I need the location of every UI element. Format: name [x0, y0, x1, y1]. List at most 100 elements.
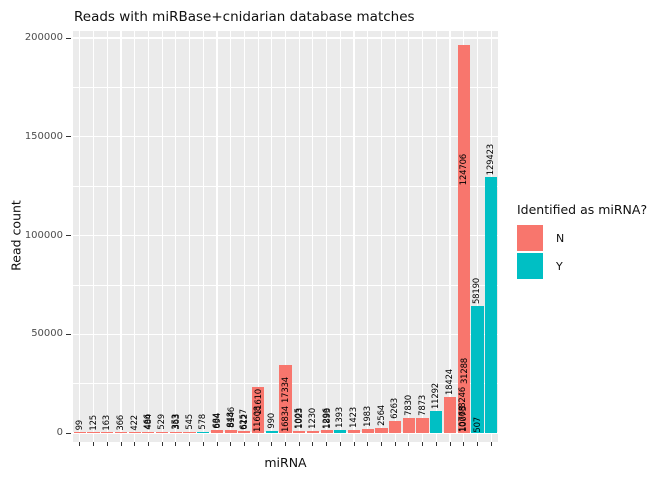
- x-tick: [257, 442, 259, 446]
- bar-value-label: 99: [74, 419, 85, 431]
- bar-n-1296: [320, 430, 333, 433]
- bar-value-label: 422: [129, 414, 140, 431]
- x-gridline: [312, 31, 314, 442]
- x-tick: [463, 442, 465, 446]
- bar-value-label: 8146: [226, 407, 237, 428]
- x-tick: [394, 442, 396, 446]
- x-gridline: [367, 31, 369, 442]
- bar-n-848: [224, 430, 237, 433]
- x-gridline: [243, 31, 245, 442]
- bar-value-label: 612: [240, 413, 251, 430]
- y-gridline-major: [73, 234, 498, 237]
- x-tick: [408, 442, 410, 446]
- y-tick-label: 100000: [24, 229, 63, 241]
- bar-y-11292: [430, 410, 443, 433]
- bar-value-label: 694: [212, 412, 223, 429]
- y-gridline-minor: [73, 185, 498, 187]
- x-gridline: [257, 31, 259, 442]
- x-tick: [106, 442, 108, 446]
- legend-swatch-n: [517, 225, 543, 251]
- x-tick: [134, 442, 136, 446]
- x-gridline: [216, 31, 218, 442]
- x-gridline: [271, 31, 273, 442]
- x-tick: [285, 442, 286, 446]
- x-gridline: [230, 31, 232, 442]
- x-tick: [476, 442, 478, 446]
- bar-n-6263: [389, 420, 402, 433]
- legend-swatch-y: [517, 253, 543, 279]
- y-tick-label: 200000: [24, 32, 63, 43]
- bar-value-label: 16834: [280, 406, 291, 433]
- legend-entry-y: Y: [517, 252, 647, 280]
- x-gridline: [449, 31, 451, 442]
- bar-n-422: [128, 432, 141, 433]
- x-tick: [326, 442, 328, 446]
- x-tick: [339, 442, 341, 446]
- bar-n-163: [101, 432, 114, 433]
- x-gridline: [120, 31, 122, 442]
- bar-y-578: [197, 431, 210, 433]
- bar-y-58190: [471, 306, 484, 433]
- bar-value-label: 125: [88, 414, 99, 431]
- y-gridline-minor: [73, 284, 498, 286]
- legend-entry-n: N: [517, 224, 647, 252]
- bar-value-label: 366: [116, 414, 126, 431]
- x-gridline: [161, 31, 163, 442]
- x-gridline: [188, 31, 191, 442]
- y-tick: [66, 432, 71, 434]
- bar-value-label: 31288: [459, 357, 470, 384]
- bar-value-label: 363: [171, 414, 182, 430]
- x-tick: [435, 442, 437, 446]
- x-tick: [449, 442, 451, 446]
- x-tick: [93, 442, 95, 446]
- y-gridline-minor: [73, 87, 498, 88]
- bar-value-label: 7873: [417, 394, 428, 416]
- x-tick: [271, 442, 273, 446]
- x-tick: [161, 442, 163, 446]
- bar-n-11608: [251, 387, 265, 433]
- bar-value-label: 18424: [445, 368, 455, 395]
- x-tick: [147, 442, 149, 446]
- x-tick: [216, 442, 218, 446]
- x-gridline: [326, 31, 328, 442]
- x-gridline: [202, 31, 204, 442]
- bar-value-label: 990: [266, 413, 277, 429]
- bar-y-990: [265, 431, 278, 433]
- y-tick: [66, 136, 71, 138]
- legend: Identified as miRNA? N Y: [517, 202, 647, 280]
- bar-value-label: 1393: [335, 407, 346, 429]
- bar-n-353: [169, 432, 182, 433]
- bar-value-label: 11292: [431, 382, 442, 409]
- y-tick-label: 150000: [24, 130, 63, 142]
- bar-value-label: 163: [102, 414, 113, 431]
- x-gridline: [147, 31, 149, 442]
- bar-value-label: 1893: [322, 407, 333, 429]
- x-gridline: [93, 31, 95, 442]
- bar-value-label: 10768: [458, 405, 469, 432]
- bar-value-label: 129423: [486, 144, 497, 176]
- x-gridline: [476, 31, 478, 442]
- bar-value-label: 507: [473, 416, 484, 433]
- x-gridline: [298, 31, 300, 442]
- x-gridline: [106, 31, 108, 442]
- x-tick: [367, 442, 369, 446]
- x-tick: [202, 442, 204, 446]
- x-tick: [422, 442, 424, 446]
- bar-value-label: 578: [198, 414, 209, 430]
- x-gridline: [134, 31, 136, 442]
- x-tick: [230, 442, 232, 446]
- bar-n-1423: [347, 430, 361, 433]
- x-tick: [312, 442, 314, 446]
- bar-n-1983: [361, 429, 374, 433]
- y-gridline-major: [73, 333, 498, 335]
- x-tick: [189, 442, 190, 446]
- bar-n-684: [210, 430, 224, 433]
- bar-n-466: [142, 432, 155, 433]
- y-tick: [66, 235, 71, 236]
- bar-n-99: [73, 432, 86, 433]
- bar-value-label: 6263: [390, 397, 401, 419]
- y-tick-label: 0: [56, 427, 63, 438]
- bar-n-18424: [443, 396, 457, 433]
- bar-y-129423: [485, 177, 498, 433]
- x-gridline: [284, 31, 287, 442]
